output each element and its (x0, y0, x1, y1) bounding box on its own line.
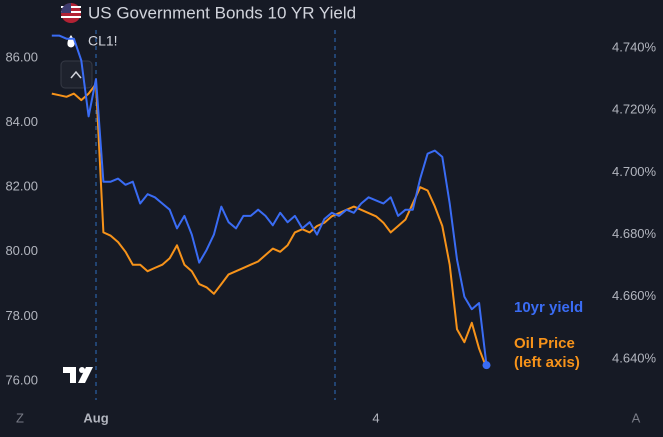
series-line (51, 82, 488, 369)
series-line (51, 34, 488, 366)
last-point (482, 361, 491, 370)
y2-tick-label: 4.720% (612, 102, 657, 117)
symbol-label: CL1! (88, 33, 118, 49)
zoom-button[interactable]: Z (16, 410, 24, 425)
y2-tick-label: 4.680% (612, 226, 657, 241)
x-tick-label: Aug (83, 410, 108, 425)
y2-tick-label: 4.640% (612, 350, 657, 365)
y-tick-label: 84.00 (5, 114, 38, 129)
y2-tick-label: 4.660% (612, 288, 657, 303)
flag-icon (61, 3, 81, 23)
chevron-up (70, 70, 82, 79)
y-tick-label: 76.00 (5, 372, 38, 387)
collapse-button[interactable] (60, 60, 93, 89)
chart-title: US Government Bonds 10 YR Yield (88, 3, 356, 22)
y2-tick-label: 4.740% (612, 39, 657, 54)
x-tick-label: 4 (372, 410, 379, 425)
y-tick-label: 80.00 (5, 243, 38, 258)
y-tick-label: 78.00 (5, 308, 38, 323)
tv-logo (63, 367, 93, 383)
legend-label: Oil Price (left axis) (514, 335, 580, 371)
legend-label: 10yr yield (514, 299, 584, 316)
drop-icon (67, 35, 75, 48)
y-tick-label: 82.00 (5, 179, 38, 194)
y2-tick-label: 4.700% (612, 164, 657, 179)
plot-area: 76.00 78.00 80.00 82.00 84.00 86.00 4.640% 4.66… (5, 30, 657, 425)
auto-scale-button[interactable]: A (632, 410, 641, 425)
y-tick-label: 86.00 (5, 50, 38, 65)
